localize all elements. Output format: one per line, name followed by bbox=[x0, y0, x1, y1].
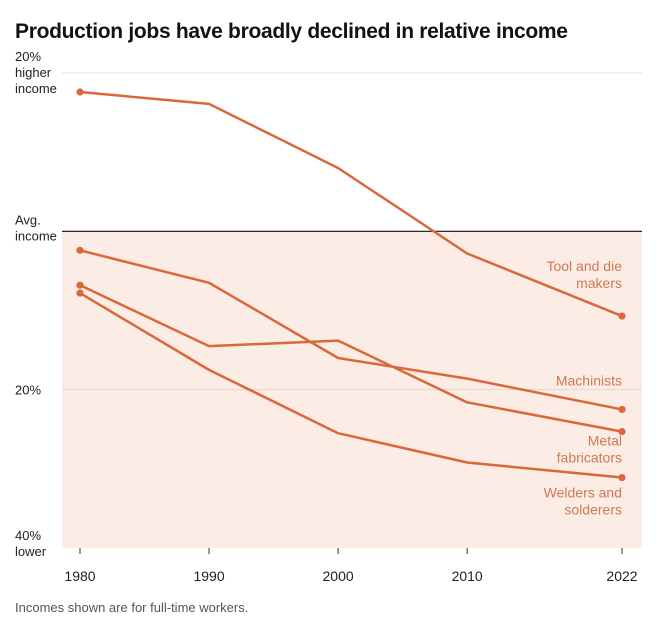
series-label-tool-and-die-makers: Tool and die bbox=[546, 258, 622, 274]
x-tick-label: 2022 bbox=[606, 568, 637, 584]
chart-title: Production jobs have broadly declined in… bbox=[15, 20, 568, 43]
series-point-tool-and-die-makers bbox=[618, 312, 626, 320]
y-tick-label: higher bbox=[15, 65, 52, 80]
y-tick-label: 20% bbox=[15, 383, 41, 398]
series-label-tool-and-die-makers: makers bbox=[576, 275, 622, 291]
series-lines bbox=[79, 90, 623, 479]
series-point-metal-fabricators bbox=[76, 281, 84, 289]
y-tick-label: Avg. bbox=[15, 212, 41, 227]
series-point-welders-and-solderers bbox=[76, 289, 84, 297]
x-axis-labels: 1980 1990 2000 2010 2022 bbox=[64, 568, 637, 584]
series-line-machinists bbox=[79, 249, 623, 411]
series-label-machinists: Machinists bbox=[556, 372, 622, 388]
series-point-tool-and-die-makers bbox=[76, 88, 84, 96]
y-tick-label: lower bbox=[15, 544, 47, 559]
y-tick-label: 40% bbox=[15, 528, 41, 543]
series-label-metal-fabricators: fabricators bbox=[557, 450, 622, 466]
series-point-machinists bbox=[618, 405, 626, 414]
series-label-welders-and-solderers: Welders and bbox=[544, 485, 622, 501]
x-tick-label: 2000 bbox=[323, 568, 354, 584]
x-tick-label: 2010 bbox=[452, 568, 483, 584]
series-label-metal-fabricators: Metal bbox=[588, 433, 622, 449]
series-line-metal-fabricators bbox=[79, 284, 623, 433]
y-tick-label: income bbox=[15, 228, 57, 243]
series-point-welders-and-solderers bbox=[618, 473, 626, 482]
x-tick-label: 1980 bbox=[64, 568, 95, 584]
x-axis-ticks bbox=[79, 548, 623, 554]
series-line-welders-and-solderers bbox=[79, 292, 623, 479]
x-tick-label: 1990 bbox=[193, 568, 224, 584]
y-tick-label: income bbox=[15, 81, 57, 96]
footnote: Incomes shown are for full-time workers. bbox=[15, 600, 249, 615]
y-tick-label: 20% bbox=[15, 49, 41, 64]
series-point-machinists bbox=[76, 246, 84, 254]
series-point-metal-fabricators bbox=[618, 428, 626, 436]
series-label-welders-and-solderers: solderers bbox=[564, 502, 622, 518]
series-line-tool-and-die-makers bbox=[79, 90, 623, 318]
series-points bbox=[76, 88, 626, 482]
